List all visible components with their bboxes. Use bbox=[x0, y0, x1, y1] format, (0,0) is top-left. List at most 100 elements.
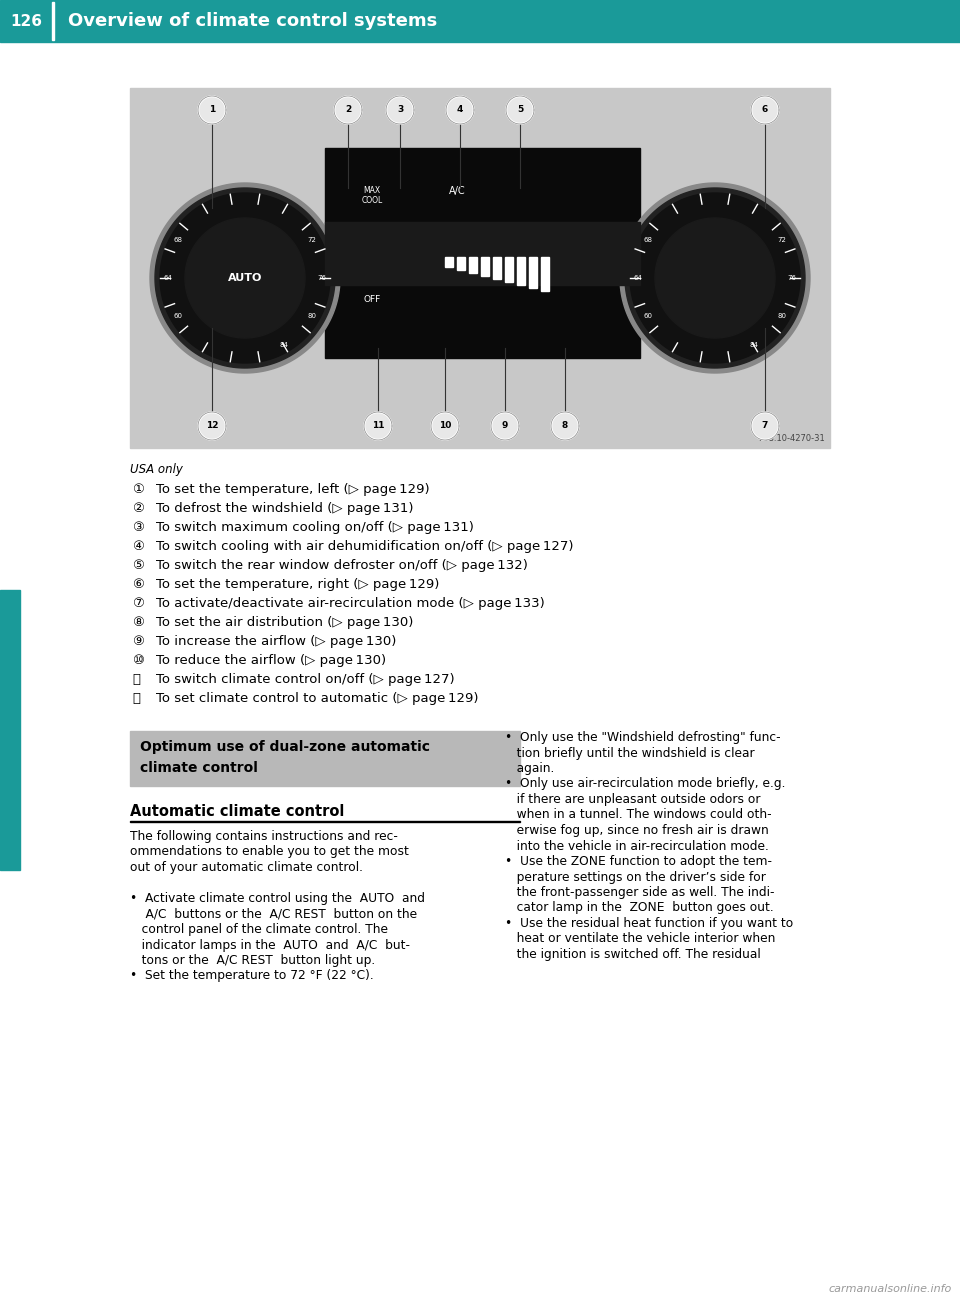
Polygon shape bbox=[753, 414, 777, 437]
Polygon shape bbox=[200, 414, 224, 437]
Text: To defrost the windshield (▷ page 131): To defrost the windshield (▷ page 131) bbox=[156, 503, 414, 516]
Text: To activate/deactivate air-recirculation mode (▷ page 133): To activate/deactivate air-recirculation… bbox=[156, 598, 544, 611]
Text: perature settings on the driver’s side for: perature settings on the driver’s side f… bbox=[505, 871, 766, 884]
Polygon shape bbox=[751, 96, 779, 124]
Text: To set the air distribution (▷ page 130): To set the air distribution (▷ page 130) bbox=[156, 616, 414, 629]
Text: •  Only use the "Windshield defrosting" func-: • Only use the "Windshield defrosting" f… bbox=[505, 730, 780, 743]
Polygon shape bbox=[386, 96, 414, 124]
Text: To reduce the airflow (▷ page 130): To reduce the airflow (▷ page 130) bbox=[156, 654, 386, 667]
Text: To set climate control to automatic (▷ page 129): To set climate control to automatic (▷ p… bbox=[156, 691, 478, 704]
Text: A/C: A/C bbox=[449, 186, 466, 197]
Polygon shape bbox=[506, 96, 534, 124]
Text: into the vehicle in air-recirculation mode.: into the vehicle in air-recirculation mo… bbox=[505, 840, 769, 853]
Text: ⑩: ⑩ bbox=[132, 654, 144, 667]
Text: 10: 10 bbox=[439, 422, 451, 431]
Text: 60: 60 bbox=[644, 314, 653, 319]
Text: To switch the rear window defroster on/off (▷ page 132): To switch the rear window defroster on/o… bbox=[156, 559, 528, 572]
Text: 84: 84 bbox=[279, 341, 288, 348]
Polygon shape bbox=[185, 217, 305, 339]
Polygon shape bbox=[336, 98, 360, 122]
Text: 6: 6 bbox=[762, 105, 768, 115]
Text: the front-passenger side as well. The indi-: the front-passenger side as well. The in… bbox=[505, 885, 775, 898]
Text: control panel of the climate control. The: control panel of the climate control. Th… bbox=[130, 923, 388, 936]
Bar bbox=[457, 258, 465, 271]
Text: tons or the  A/C REST  button light up.: tons or the A/C REST button light up. bbox=[130, 954, 375, 967]
Text: 11: 11 bbox=[372, 422, 384, 431]
Text: 3: 3 bbox=[396, 105, 403, 115]
Text: To set the temperature, right (▷ page 129): To set the temperature, right (▷ page 12… bbox=[156, 578, 440, 591]
Text: To increase the airflow (▷ page 130): To increase the airflow (▷ page 130) bbox=[156, 635, 396, 648]
Polygon shape bbox=[160, 193, 330, 363]
Polygon shape bbox=[551, 411, 579, 440]
Text: ommendations to enable you to get the most: ommendations to enable you to get the mo… bbox=[130, 845, 409, 858]
Text: 126: 126 bbox=[10, 13, 42, 29]
Text: Overview of climate control systems: Overview of climate control systems bbox=[68, 12, 437, 30]
Polygon shape bbox=[155, 187, 335, 368]
Text: Optimum use of dual-zone automatic: Optimum use of dual-zone automatic bbox=[140, 740, 430, 754]
Text: 1: 1 bbox=[209, 105, 215, 115]
Text: 68: 68 bbox=[644, 237, 653, 242]
Text: ⑪: ⑪ bbox=[132, 673, 140, 686]
Text: 76: 76 bbox=[787, 275, 797, 281]
Text: climate control: climate control bbox=[140, 760, 258, 775]
Text: heat or ventilate the vehicle interior when: heat or ventilate the vehicle interior w… bbox=[505, 932, 776, 945]
Bar bbox=[540, 258, 549, 292]
Text: A/C  buttons or the  A/C REST  button on the: A/C buttons or the A/C REST button on th… bbox=[130, 907, 418, 921]
Bar bbox=[481, 258, 489, 276]
Text: USA only: USA only bbox=[130, 464, 182, 477]
Text: ⑫: ⑫ bbox=[132, 691, 140, 704]
Text: again.: again. bbox=[505, 762, 554, 775]
Polygon shape bbox=[198, 411, 226, 440]
Bar bbox=[529, 258, 537, 288]
Text: 8: 8 bbox=[562, 422, 568, 431]
Text: To set the temperature, left (▷ page 129): To set the temperature, left (▷ page 129… bbox=[156, 483, 430, 496]
Bar bbox=[325, 221, 640, 285]
Polygon shape bbox=[553, 414, 577, 437]
Bar bbox=[130, 89, 830, 448]
Polygon shape bbox=[446, 96, 474, 124]
Text: Automatic climate control: Automatic climate control bbox=[130, 805, 345, 819]
Text: 4: 4 bbox=[457, 105, 463, 115]
Bar bbox=[325, 148, 640, 358]
Bar bbox=[492, 258, 501, 279]
Text: when in a tunnel. The windows could oth-: when in a tunnel. The windows could oth- bbox=[505, 809, 772, 822]
Text: 2: 2 bbox=[345, 105, 351, 115]
Text: ⑨: ⑨ bbox=[132, 635, 144, 648]
Polygon shape bbox=[620, 184, 810, 372]
Text: 5: 5 bbox=[516, 105, 523, 115]
Text: MAX
COOL: MAX COOL bbox=[362, 186, 383, 206]
Polygon shape bbox=[655, 217, 775, 339]
Text: •  Use the residual heat function if you want to: • Use the residual heat function if you … bbox=[505, 917, 793, 930]
Polygon shape bbox=[334, 96, 362, 124]
Polygon shape bbox=[491, 411, 519, 440]
Polygon shape bbox=[200, 98, 224, 122]
Text: ①: ① bbox=[132, 483, 144, 496]
Polygon shape bbox=[753, 98, 777, 122]
Bar bbox=[130, 730, 520, 786]
Bar bbox=[516, 258, 525, 285]
Polygon shape bbox=[448, 98, 472, 122]
Bar bbox=[52, 3, 54, 40]
Text: AUTO: AUTO bbox=[228, 273, 262, 283]
Polygon shape bbox=[364, 411, 392, 440]
Text: ⑧: ⑧ bbox=[132, 616, 144, 629]
Polygon shape bbox=[630, 193, 800, 363]
Text: 9: 9 bbox=[502, 422, 508, 431]
Text: 60: 60 bbox=[174, 314, 182, 319]
Text: if there are unpleasant outside odors or: if there are unpleasant outside odors or bbox=[505, 793, 760, 806]
Polygon shape bbox=[366, 414, 390, 437]
Polygon shape bbox=[150, 184, 340, 372]
Text: Climate control: Climate control bbox=[4, 677, 16, 784]
Polygon shape bbox=[508, 98, 532, 122]
Text: the ignition is switched off. The residual: the ignition is switched off. The residu… bbox=[505, 948, 760, 961]
Text: 72: 72 bbox=[778, 237, 786, 242]
Polygon shape bbox=[198, 96, 226, 124]
Bar bbox=[0, 590, 20, 870]
Polygon shape bbox=[751, 411, 779, 440]
Text: •  Use the ZONE function to adopt the tem-: • Use the ZONE function to adopt the tem… bbox=[505, 855, 772, 868]
Text: ⑦: ⑦ bbox=[132, 598, 144, 611]
Text: 80: 80 bbox=[307, 314, 316, 319]
Text: carmanualsonline.info: carmanualsonline.info bbox=[828, 1284, 952, 1294]
Text: •  Only use air-recirculation mode briefly, e.g.: • Only use air-recirculation mode briefl… bbox=[505, 777, 785, 790]
Text: The following contains instructions and rec-: The following contains instructions and … bbox=[130, 829, 397, 842]
